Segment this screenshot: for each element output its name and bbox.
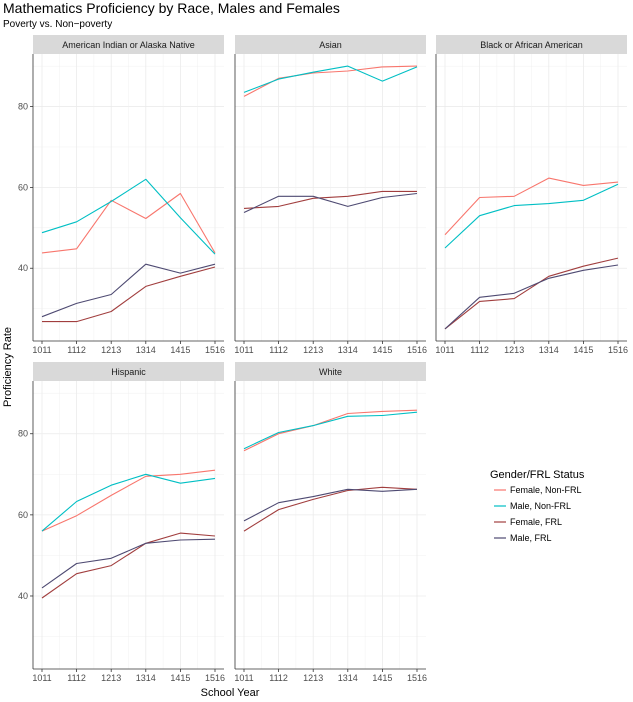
series-line [41, 532, 216, 599]
series-line [444, 183, 619, 249]
facet-strip-label: Hispanic [111, 367, 146, 377]
legend: Gender/FRL Status Female, Non-FRL Male, N… [490, 469, 585, 543]
legend-item: Male, Non-FRL [494, 501, 571, 511]
facet-panels: American Indian or Alaska Native 40 60 80 10… [18, 35, 628, 683]
series-line [444, 264, 619, 330]
x-tick-label: 1516 [205, 673, 225, 683]
x-tick-label: 1011 [234, 673, 253, 683]
x-tick-label: 1213 [101, 345, 121, 355]
x-tick-label: 1011 [32, 673, 51, 683]
series-line [243, 486, 418, 532]
y-tick-label: 40 [18, 263, 28, 273]
series-line [243, 65, 418, 93]
series-line [243, 488, 418, 522]
legend-item: Female, FRL [494, 517, 562, 527]
x-tick-label: 1314 [338, 345, 358, 355]
x-tick-label: 1112 [470, 345, 489, 355]
x-tick-label: 1314 [136, 673, 156, 683]
y-tick-label: 60 [18, 510, 28, 520]
series-line [243, 411, 418, 450]
y-tick-label: 80 [18, 429, 28, 439]
chart-title: Mathematics Proficiency by Race, Males a… [3, 0, 340, 16]
series-line [41, 192, 216, 254]
x-tick-label: 1415 [573, 345, 593, 355]
x-tick-label: 1112 [269, 345, 288, 355]
facet-panel: Hispanic 40 60 80 1011 1112 1213 1314 1415 1516 [18, 362, 225, 683]
x-tick-label: 1415 [170, 345, 190, 355]
facet-strip [235, 35, 426, 54]
series-line [41, 538, 216, 589]
facet-strip-label: Asian [319, 40, 342, 50]
facet-strip-label: American Indian or Alaska Native [62, 40, 195, 50]
x-tick-label: 1516 [407, 345, 427, 355]
y-tick-label: 80 [18, 102, 28, 112]
series-line [444, 177, 619, 236]
legend-title: Gender/FRL Status [490, 469, 585, 481]
series-line [41, 263, 216, 318]
legend-item: Female, Non-FRL [494, 485, 582, 495]
x-tick-label: 1415 [170, 673, 190, 683]
x-tick-label: 1516 [608, 345, 628, 355]
x-tick-label: 1314 [338, 673, 358, 683]
x-axis-title: School Year [201, 687, 260, 699]
x-tick-label: 1516 [205, 345, 225, 355]
x-tick-label: 1415 [372, 345, 392, 355]
legend-label: Male, FRL [510, 533, 552, 543]
facet-strip [436, 35, 627, 54]
facet-strip [33, 362, 224, 381]
legend-item: Male, FRL [494, 533, 552, 543]
facet-strip-label: White [319, 367, 342, 377]
facet-panel: American Indian or Alaska Native 40 60 80 10… [18, 35, 225, 355]
facet-panel: Asian 1011 1112 1213 1314 1415 1516 [234, 35, 427, 355]
y-tick-label: 60 [18, 182, 28, 192]
x-tick-label: 1112 [67, 345, 86, 355]
series-line [243, 192, 418, 213]
facet-strip [33, 35, 224, 54]
x-tick-label: 1213 [303, 345, 323, 355]
series-line [41, 473, 216, 532]
facet-panel: White 1011 1112 1213 1314 1415 1516 [234, 362, 427, 683]
series-line [243, 190, 417, 209]
y-tick-label: 40 [18, 591, 28, 601]
x-tick-label: 1213 [101, 673, 121, 683]
x-tick-label: 1415 [372, 673, 392, 683]
series-line [243, 409, 418, 452]
x-tick-label: 1112 [67, 673, 86, 683]
x-tick-label: 1314 [136, 345, 156, 355]
series-line [42, 266, 216, 323]
x-tick-label: 1011 [32, 345, 51, 355]
series-line [41, 469, 216, 532]
x-tick-label: 1314 [539, 345, 559, 355]
x-tick-label: 1011 [435, 345, 454, 355]
x-tick-label: 1112 [269, 673, 288, 683]
x-tick-label: 1213 [303, 673, 323, 683]
chart-subtitle: Poverty vs. Non−poverty [3, 19, 112, 30]
x-tick-label: 1516 [407, 673, 427, 683]
y-axis-title: Proficiency Rate [2, 327, 14, 407]
legend-label: Female, Non-FRL [510, 485, 582, 495]
legend-label: Male, Non-FRL [510, 501, 571, 511]
legend-label: Female, FRL [510, 517, 562, 527]
facet-panel: Black or African American 1011 1112 1213 131… [435, 35, 628, 355]
x-tick-label: 1213 [504, 345, 524, 355]
x-tick-label: 1011 [234, 345, 253, 355]
facet-strip [235, 362, 426, 381]
facet-strip-label: Black or African American [480, 40, 583, 50]
series-line [41, 178, 216, 255]
series-line [444, 257, 619, 330]
